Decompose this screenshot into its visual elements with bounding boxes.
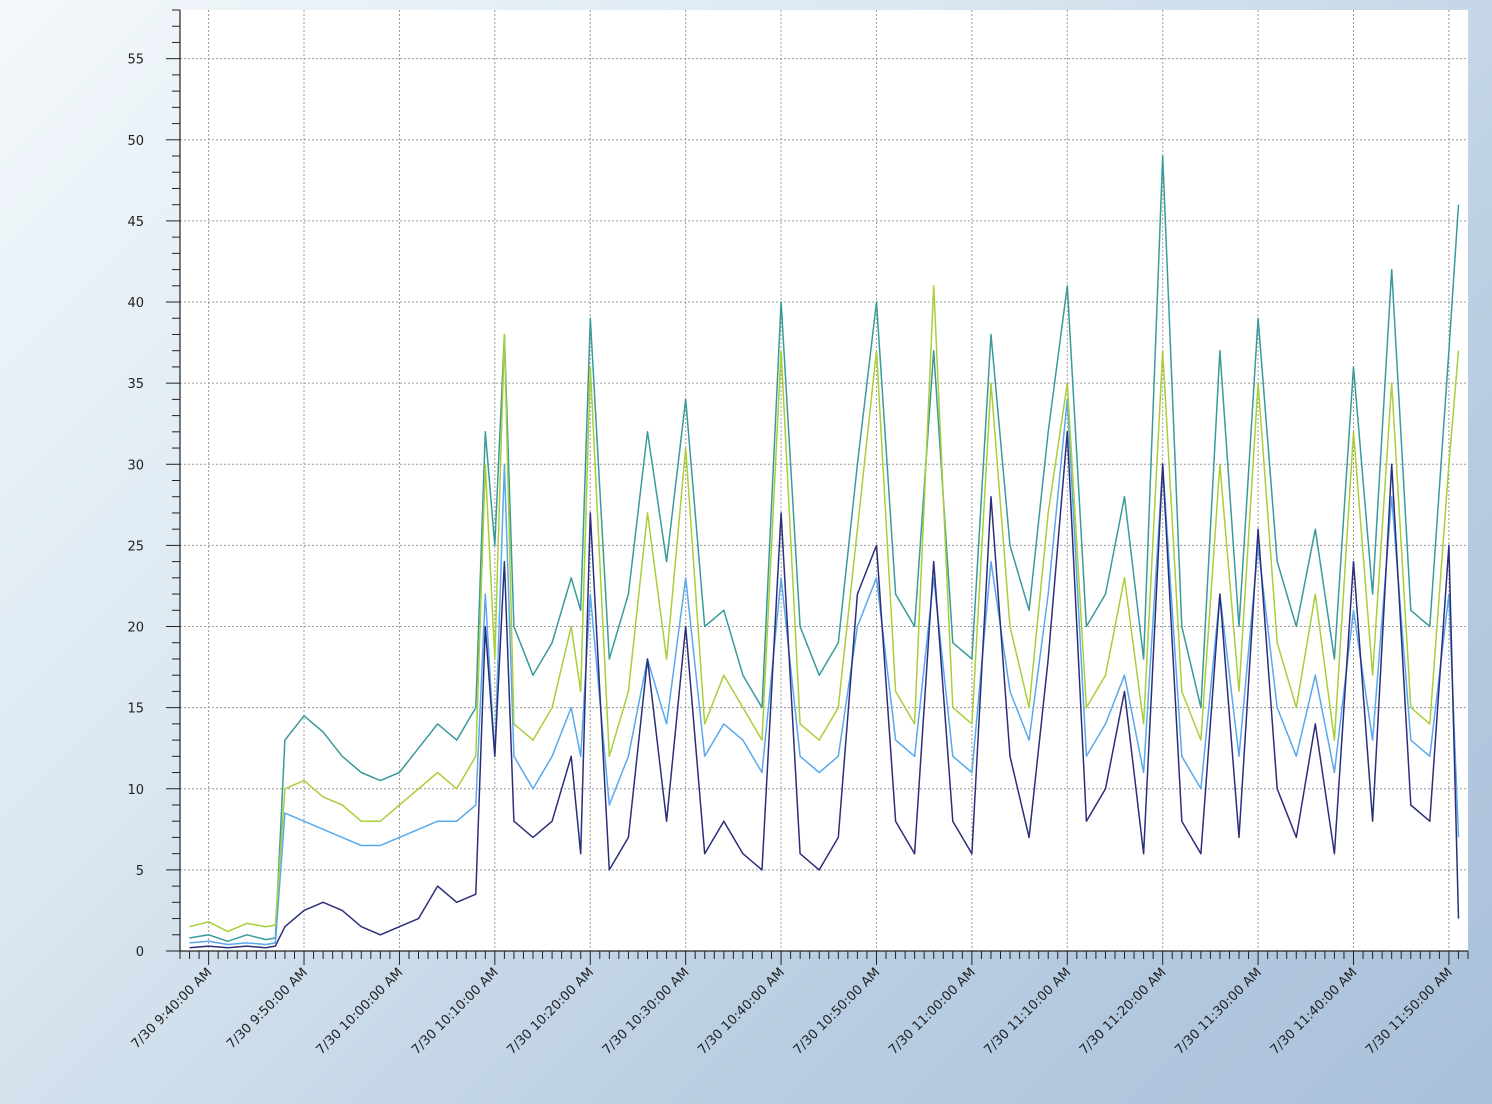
series-group xyxy=(189,155,1460,949)
y-tick-label: 10 xyxy=(127,783,144,798)
x-tick-label: 7/30 11:50:00 AM xyxy=(1363,965,1456,1058)
y-tick-label: 0 xyxy=(136,945,144,960)
series-line xyxy=(189,155,1460,943)
y-tick-label: 55 xyxy=(127,53,144,68)
series-line xyxy=(189,398,1460,946)
plot-area xyxy=(180,10,1468,951)
y-tick-label: 35 xyxy=(127,377,144,392)
x-tick-label: 7/30 11:20:00 AM xyxy=(1077,965,1170,1058)
y-tick-label: 15 xyxy=(127,702,144,717)
x-tick-label: 7/30 9:50:00 AM xyxy=(224,965,311,1052)
series-line xyxy=(189,285,1460,933)
y-tick-label: 40 xyxy=(127,296,144,311)
x-tick-label: 7/30 10:00:00 AM xyxy=(314,965,407,1058)
x-tick-label: 7/30 10:20:00 AM xyxy=(504,965,597,1058)
x-tick-label: 7/30 11:00:00 AM xyxy=(886,965,979,1058)
x-tick-label: 7/30 11:30:00 AM xyxy=(1172,965,1265,1058)
x-tick-label: 7/30 10:40:00 AM xyxy=(695,965,788,1058)
y-tick-label: 30 xyxy=(127,458,144,473)
y-tick-label: 50 xyxy=(127,134,144,149)
x-tick-label: 7/30 9:40:00 AM xyxy=(129,965,216,1052)
x-tick-label: 7/30 11:10:00 AM xyxy=(982,965,1075,1058)
y-tick-label: 45 xyxy=(127,215,144,230)
x-tick-label: 7/30 11:40:00 AM xyxy=(1268,965,1361,1058)
x-tick-label: 7/30 10:30:00 AM xyxy=(600,965,693,1058)
y-tick-label: 20 xyxy=(127,621,144,636)
y-tick-label: 5 xyxy=(136,864,144,879)
x-tick-label: 7/30 10:10:00 AM xyxy=(409,965,502,1058)
series-line xyxy=(189,431,1460,949)
x-tick-label: 7/30 10:50:00 AM xyxy=(791,965,884,1058)
y-tick-label: 25 xyxy=(127,539,144,554)
